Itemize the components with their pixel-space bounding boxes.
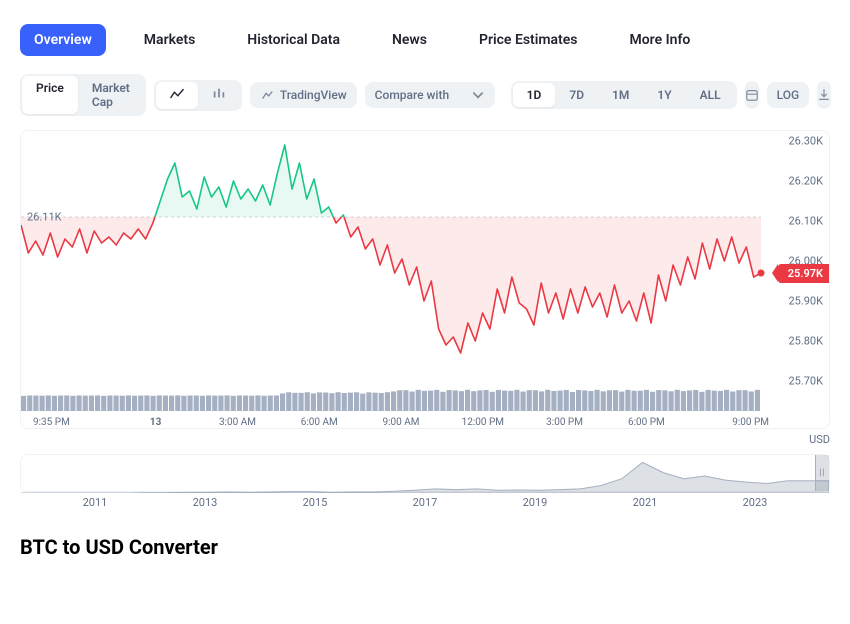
y-tick-label: 25.90K (788, 295, 823, 308)
y-tick-label: 26.20K (788, 175, 823, 188)
chart-style-toggle (154, 80, 242, 111)
market-cap-button[interactable]: Market Cap (78, 76, 144, 114)
y-tick-label: 25.80K (788, 335, 823, 348)
overview-x-tick: 2013 (150, 496, 260, 509)
y-tick-label: 26.10K (788, 215, 823, 228)
compare-dropdown[interactable]: Compare with (365, 82, 495, 108)
range-7d-button[interactable]: 7D (555, 83, 598, 107)
current-price-badge: 25.97K (778, 264, 829, 283)
log-scale-button[interactable]: LOG (767, 82, 810, 108)
price-button[interactable]: Price (22, 76, 78, 114)
range-1d-button[interactable]: 1D (513, 83, 556, 107)
overview-x-tick: 2011 (40, 496, 150, 509)
calendar-icon (745, 88, 759, 102)
overview-x-tick: 2023 (700, 496, 810, 509)
tab-price-estimates[interactable]: Price Estimates (465, 24, 592, 56)
currency-label: USD (0, 429, 850, 450)
start-price-label: 26.11K (27, 211, 62, 224)
chart-toolbar: PriceMarket Cap TradingView Compare with… (0, 70, 850, 126)
x-tick-label: 6:00 PM (605, 417, 687, 428)
chart-x-axis: 9:35 PM133:00 AM6:00 AM9:00 AM12:00 PM3:… (21, 411, 829, 428)
x-tick-label: 9:35 PM (33, 417, 115, 428)
overview-handle[interactable]: || (815, 455, 829, 491)
date-picker-button[interactable] (745, 81, 759, 109)
tab-more-info[interactable]: More Info (616, 24, 705, 56)
compare-label: Compare with (375, 88, 449, 102)
external-icon (260, 88, 274, 102)
line-chart-button[interactable] (156, 82, 198, 109)
log-label: LOG (777, 88, 800, 102)
x-tick-label: 13 (115, 417, 197, 428)
range-1y-button[interactable]: 1Y (643, 83, 685, 107)
tab-historical-data[interactable]: Historical Data (233, 24, 354, 56)
overview-x-tick: 2021 (590, 496, 700, 509)
tab-news[interactable]: News (378, 24, 441, 56)
range-all-button[interactable]: ALL (686, 83, 735, 107)
y-tick-label: 25.70K (788, 375, 823, 388)
line-chart-icon (170, 87, 184, 101)
x-tick-label: 3:00 PM (524, 417, 606, 428)
candle-chart-button[interactable] (198, 82, 240, 109)
tradingview-label: TradingView (280, 88, 347, 102)
download-button[interactable] (817, 81, 831, 109)
price-chart-svg (21, 141, 821, 411)
price-chart[interactable]: 26.30K26.20K26.10K26.00K25.90K25.80K25.7… (21, 141, 829, 411)
x-tick-label: 9:00 PM (687, 417, 769, 428)
overview-x-tick: 2015 (260, 496, 370, 509)
overview-x-tick: 2017 (370, 496, 480, 509)
chevron-down-icon (471, 88, 485, 102)
section-tabs: Overview Markets Historical Data News Price … (0, 0, 850, 70)
overview-x-axis: 2011201320152017201920212023 (20, 492, 830, 509)
x-tick-label: 3:00 AM (197, 417, 279, 428)
tab-overview[interactable]: Overview (20, 24, 106, 56)
overview-range-selector[interactable]: || (20, 454, 830, 492)
x-tick-label: 9:00 AM (360, 417, 442, 428)
download-icon (817, 88, 831, 102)
range-1m-button[interactable]: 1M (598, 83, 643, 107)
overview-x-tick: 2019 (480, 496, 590, 509)
y-tick-label: 26.30K (788, 135, 823, 148)
x-tick-label: 12:00 PM (442, 417, 524, 428)
tab-markets[interactable]: Markets (130, 24, 210, 56)
converter-heading: BTC to USD Converter (0, 509, 850, 559)
price-chart-container: 26.30K26.20K26.10K26.00K25.90K25.80K25.7… (20, 130, 830, 429)
metric-toggle: PriceMarket Cap (20, 74, 146, 116)
x-tick-label: 6:00 AM (278, 417, 360, 428)
tradingview-button[interactable]: TradingView (250, 82, 357, 108)
time-range-toggle: 1D7D1M1YALL (511, 81, 737, 109)
candle-chart-icon (212, 87, 226, 101)
